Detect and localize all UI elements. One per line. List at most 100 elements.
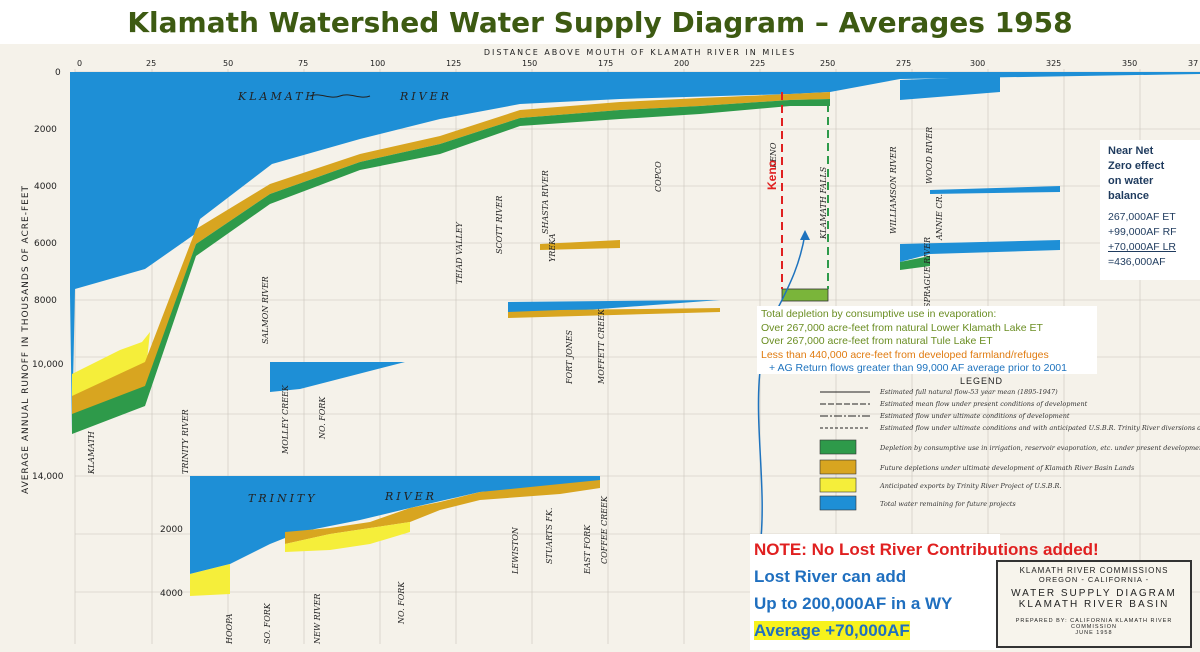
depletion-note-line: Over 267,000 acre-feet from natural Tule… [761,335,993,347]
lost-river-note-panel: NOTE: No Lost River Contributions added!… [750,534,1099,650]
x-tick: 100 [370,59,385,68]
trinity-y-tick: 2000 [160,525,183,535]
tributary-label: SHASTA RIVER [541,170,550,234]
legend-title: LEGEND [960,376,1003,386]
tributary-label: LEWISTON [511,526,520,575]
legend-item: Estimated full natural flow-53 year mean… [879,388,1058,396]
tributary-label: MOFFETT CREEK [597,308,606,385]
tributary-label: WILLIAMSON RIVER [889,146,898,234]
lost-river-note-line: Up to 200,000AF in a WY [754,594,953,613]
tributary-label: SPRAGUE RIVER [923,237,932,308]
scott-river-gold [508,308,720,318]
y-tick: 8000 [34,296,57,306]
klamath-total-water-band [70,72,1200,434]
lost-river-note-line: Lost River can add [754,567,907,586]
tributary-label: MOLLEY CREEK [281,384,290,455]
tributary-label: SO. FORK [263,602,272,644]
y-tick: 6000 [34,239,57,249]
x-tick: 275 [896,59,911,68]
title-block-line: KLAMATH RIVER BASIN [1018,599,1170,610]
net-effect-heading: Near Net [1108,145,1154,157]
legend-item: Total water remaining for future project… [880,500,1016,508]
depletion-note-line: Total depletion by consumptive use in ev… [761,308,997,320]
tributary-label: TRINITY RIVER [181,409,190,474]
x-tick: 75 [298,59,308,68]
salmon-river-band [270,362,405,392]
legend-swatch-yellow [819,477,857,493]
tributary-labels: KLAMATH TRINITY RIVER SALMON RIVER HOOPA… [87,127,944,645]
tributary-label: TEIAD VALLEY [455,221,464,284]
williamson-band [900,240,1060,262]
upper-klamath-tributaries [900,76,1060,270]
legend-item: Depletion by consumptive use in irrigati… [879,444,1200,452]
net-effect-calc-line: +99,000AF RF [1108,226,1177,238]
scott-river-band [508,300,720,316]
legend-item: Estimated flow under ultimate conditions… [879,412,1070,420]
tributary-label: EAST FORK [583,524,592,575]
net-effect-total: =436,000AF [1108,256,1166,268]
net-effect-heading: on water [1108,175,1154,187]
legend: LEGEND Estimated full natural flow-53 ye… [819,376,1200,511]
legend-item: Future depletions under ultimate develop… [879,464,1135,472]
tributary-label: KLAMATH [87,430,96,475]
trinity-river-profile [190,476,600,596]
lost-river-note-headline: NOTE: No Lost River Contributions added! [754,540,1099,559]
x-tick: 350 [1122,59,1137,68]
tributary-label: COFFEE CREEK [600,495,609,564]
x-tick: 225 [750,59,765,68]
x-axis-title: DISTANCE ABOVE MOUTH OF KLAMATH RIVER IN… [484,48,796,57]
wood-river-band [930,186,1060,194]
x-tick: 37 [1188,59,1198,68]
legend-swatch-blue [819,495,857,511]
depletion-note-line: Less than 440,000 acre-feet from develop… [761,348,1049,361]
tributary-label: KLAMATH FALLS [819,166,828,240]
trinity-yellow-band-lower [190,564,230,596]
x-tick: 175 [598,59,613,68]
diagram-title-block: KLAMATH RIVER COMMISSIONS OREGON - CALIF… [996,560,1192,648]
scott-shasta-tributaries [508,240,720,318]
tributary-label: WOOD RIVER [925,127,934,184]
tributary-label: NO. FORK [397,581,406,625]
klamath-river-profile [70,72,1200,434]
y-tick-labels: 0 2000 4000 6000 8000 10,000 14,000 [32,68,64,482]
river-label-klamath-river: RIVER [399,90,452,103]
callout-arrowhead-icon [800,230,810,240]
river-label-klamath: KLAMATH [237,90,318,103]
net-effect-calc-line: 267,000AF ET [1108,211,1176,223]
trinity-gold-band [285,480,600,544]
x-tick: 325 [1046,59,1061,68]
tributary-label: NEW RIVER [313,594,322,645]
title-block-line: WATER SUPPLY DIAGRAM [1011,588,1177,599]
net-effect-calc-line: +70,000AF LR [1108,241,1177,253]
x-tick: 50 [223,59,233,68]
shasta-river-gold [540,240,620,250]
x-tick: 300 [970,59,985,68]
tributary-label: FORT JONES [565,330,574,385]
title-block-line: KLAMATH RIVER COMMISSIONS [1019,566,1169,575]
upper-lake-band [900,76,1000,100]
tributary-label: HOOPA [225,613,234,645]
legend-swatch-green [819,439,857,455]
y-tick: 4000 [34,182,57,192]
y-tick: 10,000 [32,360,64,370]
lost-river-average-highlight: Average +70,000AF [754,621,910,640]
page-title: Klamath Watershed Water Supply Diagram –… [127,6,1073,39]
depletion-box [781,288,829,302]
river-label-trinity: TRINITY [248,492,318,505]
trinity-y-tick: 4000 [160,589,183,599]
tributary-label: SCOTT RIVER [495,196,504,254]
y-tick: 2000 [34,125,57,135]
legend-item: Estimated flow under ultimate conditions… [879,424,1200,432]
y-axis-title: AVERAGE ANNUAL RUNOFF IN THOUSANDS OF AC… [21,185,31,494]
legend-swatch-gold [819,459,857,475]
tributary-label: SALMON RIVER [261,276,270,344]
depletion-note-line: + AG Return flows greater than 99,000 AF… [769,362,1067,374]
keno-label: Keno [765,160,779,190]
klamath-flow-arrow-icon [309,94,371,98]
depletion-note-panel: Total depletion by consumptive use in ev… [757,306,1097,374]
x-tick: 125 [446,59,461,68]
y-tick: 14,000 [32,472,64,482]
x-tick: 150 [522,59,537,68]
net-effect-panel: Near Net Zero effect on water balance 26… [1100,140,1200,280]
x-tick: 25 [146,59,156,68]
